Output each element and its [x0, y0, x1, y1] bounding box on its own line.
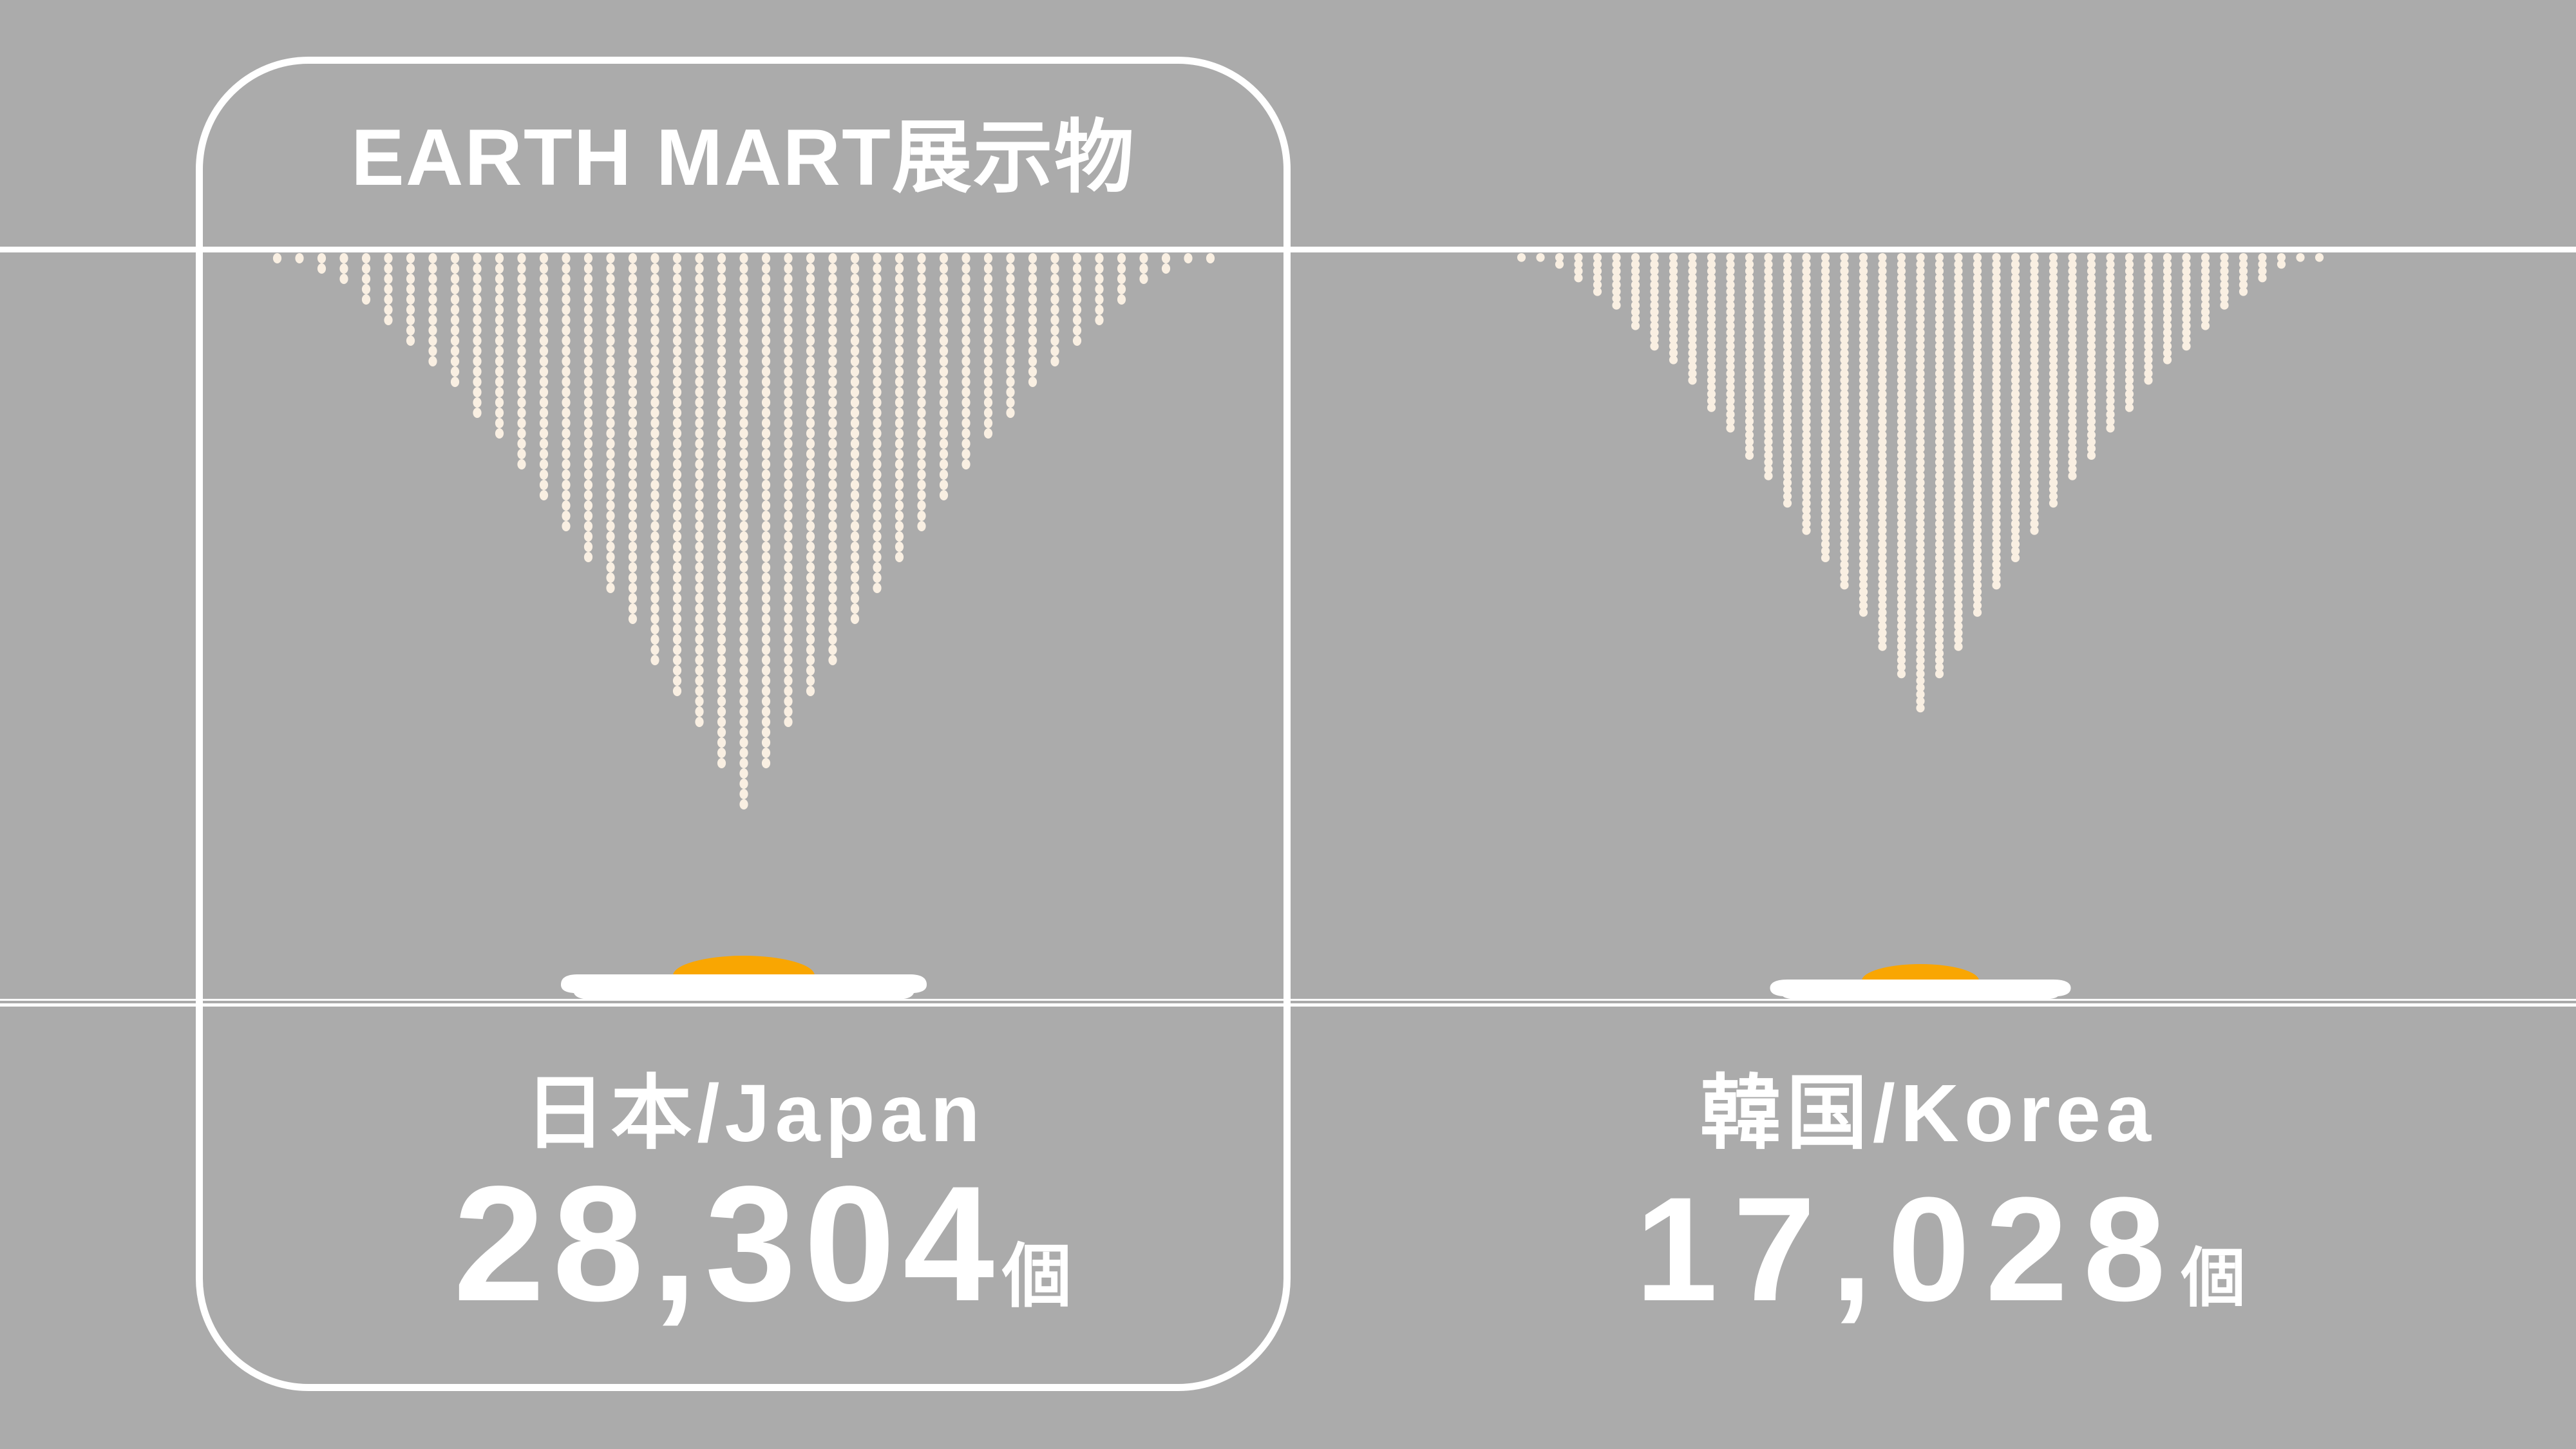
country-label-korea: 韓国/Korea	[1700, 1068, 2157, 1159]
egg-curtain-japan	[272, 253, 1215, 810]
egg-count-korea-number: 17,028	[1635, 1166, 2181, 1332]
egg-count-japan: 28,304個	[215, 1162, 1310, 1358]
egg-curtain-korea	[1517, 253, 2324, 713]
exhibit-title: EARTH MART展示物	[351, 113, 1135, 202]
egg-count-korea-unit: 個	[2181, 1242, 2246, 1314]
egg-count-japan-unit: 個	[1001, 1237, 1072, 1315]
plate-korea	[1770, 980, 2071, 999]
country-label-japan: 日本/Japan	[524, 1068, 985, 1159]
plate-japan	[561, 974, 927, 999]
fried-egg-yolk-japan	[673, 956, 815, 976]
fried-egg-yolk-korea	[1862, 964, 1979, 981]
egg-count-korea: 17,028個	[1393, 1175, 2488, 1352]
egg-count-japan-number: 28,304	[453, 1152, 1002, 1336]
exhibit-frame	[196, 57, 1291, 1391]
